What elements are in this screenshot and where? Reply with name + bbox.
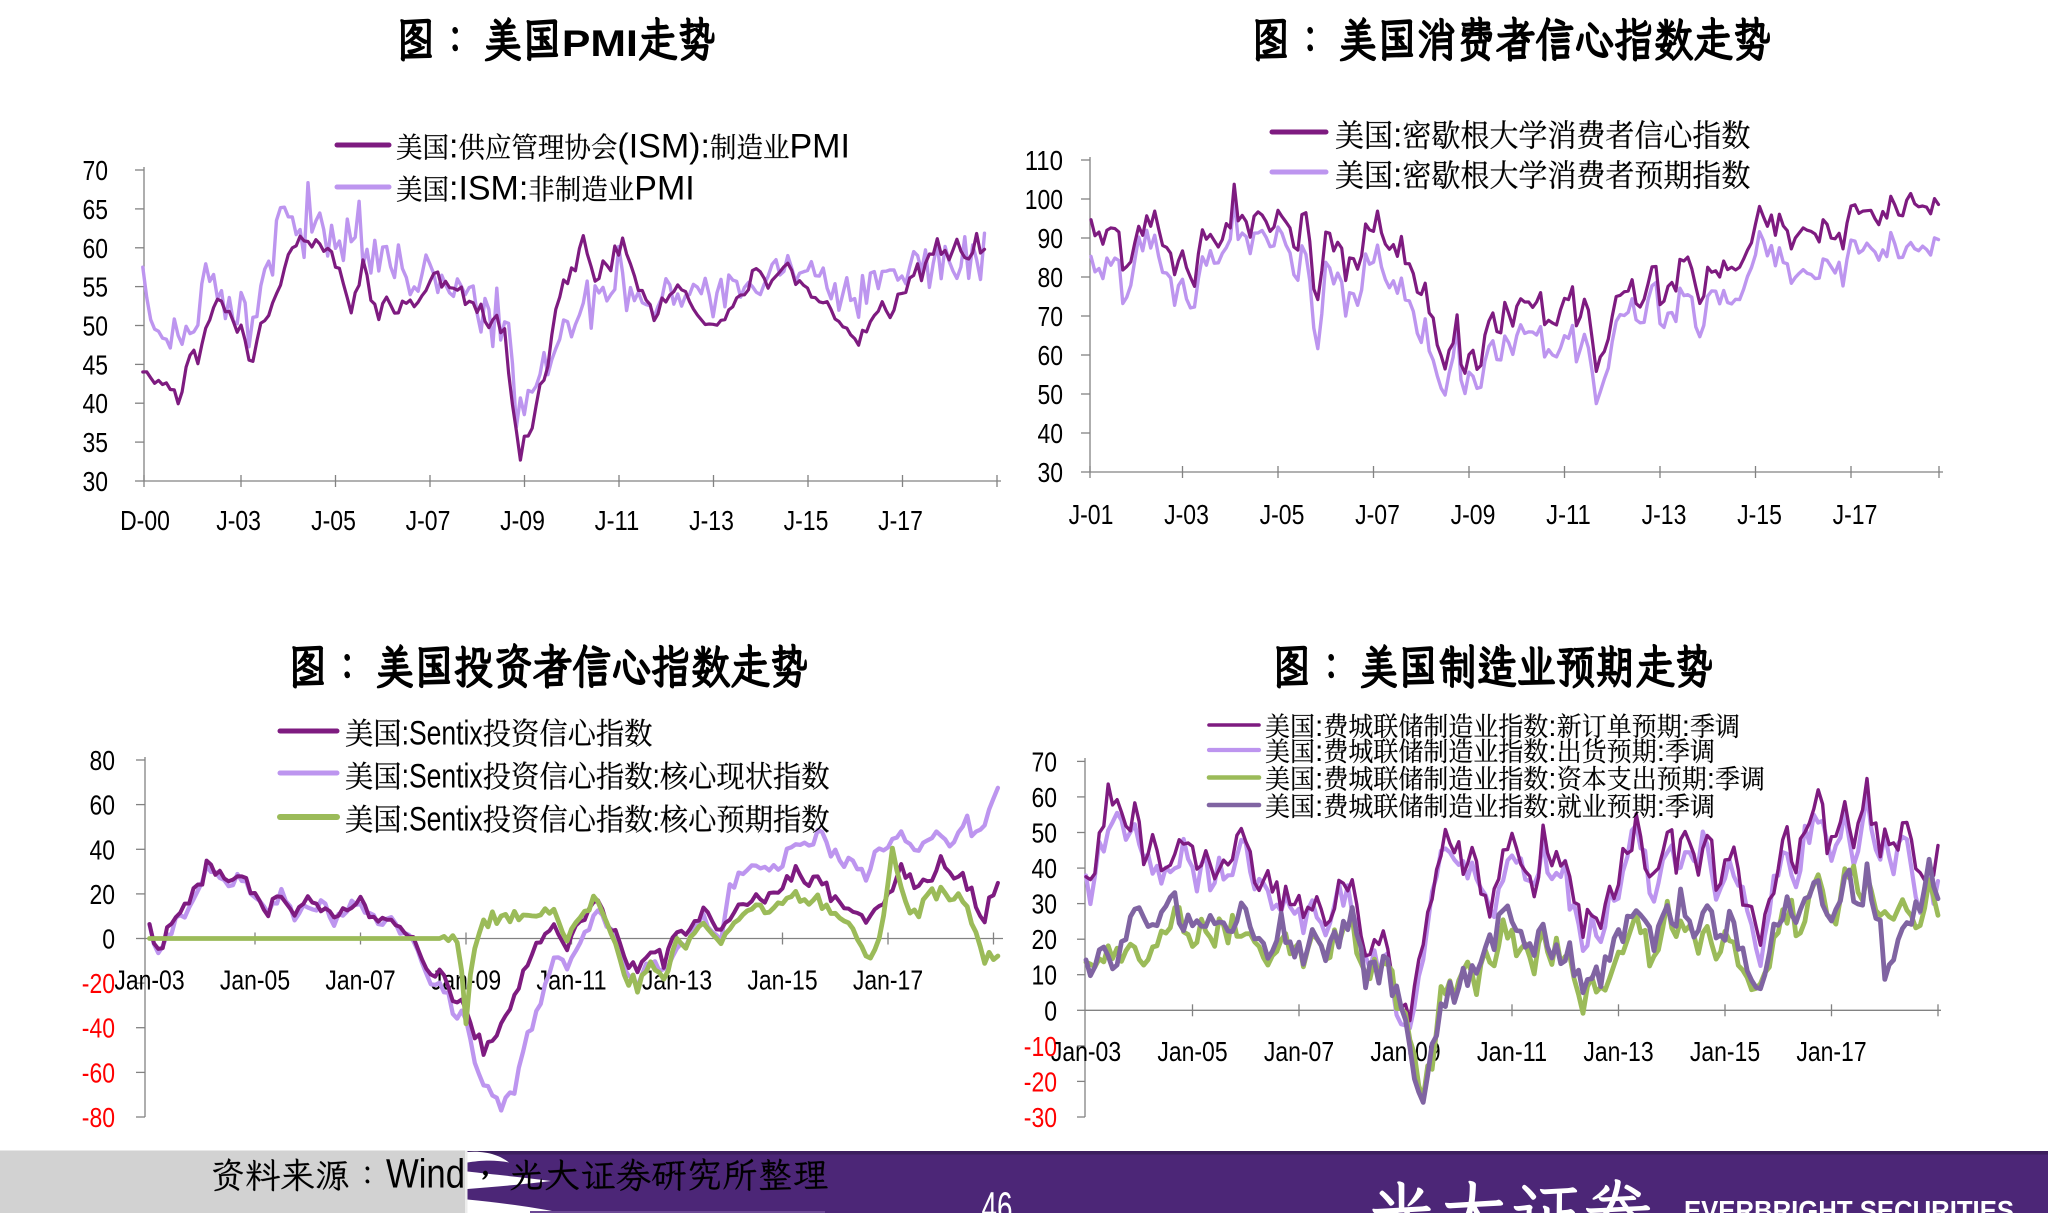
svg-text::: : <box>653 757 660 795</box>
svg-text:110: 110 <box>1025 145 1063 176</box>
svg-text:46: 46 <box>982 1183 1013 1213</box>
svg-text:Jan-05: Jan-05 <box>220 965 290 996</box>
svg-text:Jan-03: Jan-03 <box>114 965 184 996</box>
svg-text:-10: -10 <box>1024 1031 1057 1062</box>
svg-text:55: 55 <box>83 272 109 303</box>
svg-text::: : <box>1548 710 1556 743</box>
svg-text:J-11: J-11 <box>1546 499 1591 530</box>
svg-text:J-03: J-03 <box>216 505 261 536</box>
svg-text:30: 30 <box>1038 457 1064 488</box>
svg-text:50: 50 <box>1038 379 1064 410</box>
svg-text:70: 70 <box>83 155 109 186</box>
svg-text:J-01: J-01 <box>1069 499 1114 530</box>
svg-text::: : <box>1393 157 1402 195</box>
svg-text::: : <box>1657 735 1665 768</box>
svg-text:J-09: J-09 <box>500 505 545 536</box>
svg-text::: : <box>449 128 458 166</box>
svg-text:PMI: PMI <box>790 128 850 166</box>
svg-text:Jan-13: Jan-13 <box>1583 1036 1653 1067</box>
svg-text:Jan-03: Jan-03 <box>1051 1036 1121 1067</box>
svg-text:50: 50 <box>1032 818 1058 849</box>
svg-text::: : <box>1682 710 1690 743</box>
svg-text:EVERBRIGHT SECURITIES: EVERBRIGHT SECURITIES <box>1684 1195 2014 1213</box>
svg-text:J-13: J-13 <box>1642 499 1687 530</box>
svg-text::Sentix: :Sentix <box>402 714 483 752</box>
svg-text::: : <box>1548 790 1556 823</box>
svg-text:90: 90 <box>1038 223 1064 254</box>
svg-text::: : <box>1548 735 1556 768</box>
svg-text:-20: -20 <box>1024 1066 1057 1097</box>
svg-text:-40: -40 <box>82 1013 115 1044</box>
svg-text:60: 60 <box>83 233 109 264</box>
svg-text:J-05: J-05 <box>311 505 356 536</box>
svg-text:Jan-07: Jan-07 <box>325 965 395 996</box>
svg-text::Sentix: :Sentix <box>402 800 483 838</box>
svg-text:J-17: J-17 <box>878 505 923 536</box>
svg-text:J-07: J-07 <box>1355 499 1400 530</box>
svg-text:J-05: J-05 <box>1260 499 1305 530</box>
svg-text:0: 0 <box>1044 995 1057 1026</box>
svg-text:40: 40 <box>83 388 109 419</box>
svg-text:Wind: Wind <box>386 1151 465 1197</box>
svg-text:D-00: D-00 <box>120 505 170 536</box>
svg-text:60: 60 <box>1038 340 1064 371</box>
svg-text:-20: -20 <box>82 968 115 999</box>
svg-text::ISM:: :ISM: <box>449 170 528 208</box>
svg-text:J-11: J-11 <box>595 505 640 536</box>
svg-text:Jan-17: Jan-17 <box>1796 1036 1866 1067</box>
svg-text:30: 30 <box>1032 889 1058 920</box>
svg-text:10: 10 <box>1032 960 1058 991</box>
svg-text:35: 35 <box>83 427 109 458</box>
svg-text:Jan-17: Jan-17 <box>853 965 923 996</box>
svg-text::: : <box>1393 117 1402 155</box>
svg-text:30: 30 <box>83 466 109 497</box>
svg-text::: : <box>1657 790 1665 823</box>
svg-text:(ISM):: (ISM): <box>617 128 710 166</box>
svg-text:PMI: PMI <box>634 170 694 208</box>
svg-text:J-03: J-03 <box>1164 499 1209 530</box>
svg-text::: : <box>653 800 660 838</box>
svg-text:-80: -80 <box>82 1102 115 1133</box>
svg-text::: : <box>1315 763 1323 796</box>
svg-text:J-07: J-07 <box>406 505 451 536</box>
svg-text::: : <box>1548 763 1556 796</box>
svg-text:Jan-15: Jan-15 <box>747 965 817 996</box>
svg-text:J-13: J-13 <box>689 505 734 536</box>
svg-text::: : <box>1315 790 1323 823</box>
svg-text:60: 60 <box>90 790 116 821</box>
svg-text::Sentix: :Sentix <box>402 757 483 795</box>
svg-text:PMI: PMI <box>562 23 638 64</box>
svg-text:70: 70 <box>1032 746 1058 777</box>
svg-text:J-15: J-15 <box>784 505 829 536</box>
svg-text::: : <box>1315 710 1323 743</box>
svg-text:50: 50 <box>83 311 109 342</box>
svg-text:40: 40 <box>90 834 116 865</box>
svg-text:Jan-07: Jan-07 <box>1264 1036 1334 1067</box>
svg-text:J-15: J-15 <box>1737 499 1782 530</box>
svg-text:80: 80 <box>90 745 116 776</box>
svg-text:J-17: J-17 <box>1833 499 1878 530</box>
svg-text:J-09: J-09 <box>1451 499 1496 530</box>
svg-text:Jan-11: Jan-11 <box>1477 1036 1547 1067</box>
svg-text:70: 70 <box>1038 301 1064 332</box>
svg-text:-60: -60 <box>82 1057 115 1088</box>
svg-text:Jan-15: Jan-15 <box>1690 1036 1760 1067</box>
svg-text:-30: -30 <box>1024 1102 1057 1133</box>
svg-text:20: 20 <box>90 879 116 910</box>
svg-text::: : <box>1707 763 1715 796</box>
svg-text:40: 40 <box>1038 418 1064 449</box>
svg-text:20: 20 <box>1032 924 1058 955</box>
svg-text:80: 80 <box>1038 262 1064 293</box>
svg-text:65: 65 <box>83 194 109 225</box>
svg-text:60: 60 <box>1032 782 1058 813</box>
svg-text:100: 100 <box>1025 184 1063 215</box>
svg-text:0: 0 <box>102 924 115 955</box>
svg-text:45: 45 <box>83 349 109 380</box>
svg-text:Jan-05: Jan-05 <box>1157 1036 1227 1067</box>
svg-text::: : <box>1315 735 1323 768</box>
svg-text:40: 40 <box>1032 853 1058 884</box>
